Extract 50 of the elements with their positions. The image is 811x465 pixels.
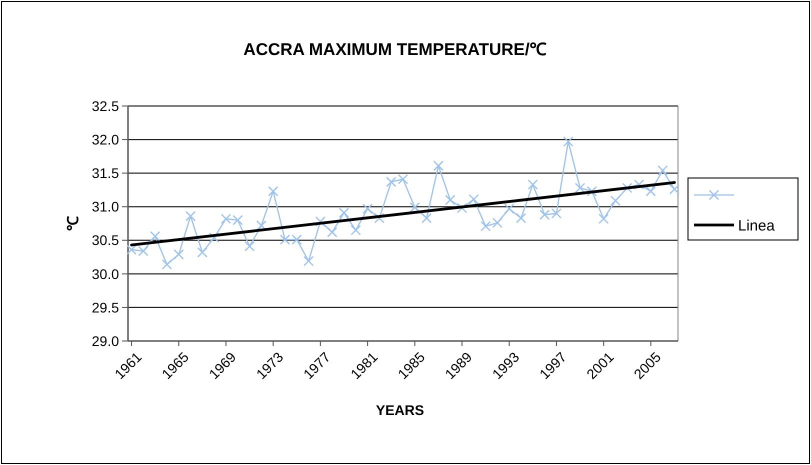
- point: [598, 214, 609, 224]
- point: [162, 259, 172, 270]
- point: [421, 212, 432, 224]
- point: [174, 249, 184, 260]
- point: [528, 179, 538, 190]
- point: [574, 182, 586, 194]
- y-tick-label: 32.0: [92, 131, 120, 148]
- point: [622, 182, 632, 194]
- point: [386, 176, 396, 188]
- point: [646, 186, 656, 196]
- y-tick-label: 32.5: [92, 98, 120, 114]
- point: [268, 186, 278, 196]
- point: [610, 196, 621, 206]
- point: [209, 232, 220, 243]
- y-tick-label: 29.0: [92, 332, 120, 349]
- point: [456, 202, 468, 214]
- point: [303, 256, 314, 266]
- point: [185, 210, 196, 222]
- point: [586, 186, 597, 196]
- y-tick-label: 30.0: [92, 266, 120, 282]
- point: [338, 208, 350, 218]
- y-axis-title: ℃: [65, 216, 82, 231]
- point: [516, 212, 526, 224]
- y-tick-label: 29.5: [92, 299, 120, 316]
- point: [468, 194, 479, 204]
- point: [327, 227, 338, 238]
- point: [634, 179, 644, 190]
- point: [362, 204, 373, 214]
- point: [374, 212, 385, 224]
- point: [398, 174, 408, 184]
- point: [315, 216, 326, 227]
- x-axis-title: YEARS: [376, 402, 424, 418]
- y-tick-label: 31.5: [92, 165, 120, 182]
- point: [669, 184, 680, 194]
- point: [433, 160, 444, 171]
- chart-title: ACCRA MAXIMUM TEMPERATURE/℃: [243, 40, 547, 59]
- y-tick-label: 30.5: [92, 232, 120, 248]
- point: [492, 218, 503, 228]
- point: [658, 165, 668, 176]
- legend-label: Linea: [738, 217, 776, 234]
- point: [410, 202, 420, 213]
- point: [244, 241, 255, 252]
- point: [504, 204, 514, 214]
- y-tick-label: 31.0: [92, 198, 120, 215]
- point: [480, 221, 491, 232]
- point: [197, 247, 208, 258]
- point: [445, 194, 456, 206]
- point: [563, 136, 574, 147]
- point: [150, 231, 160, 242]
- point: [350, 225, 361, 236]
